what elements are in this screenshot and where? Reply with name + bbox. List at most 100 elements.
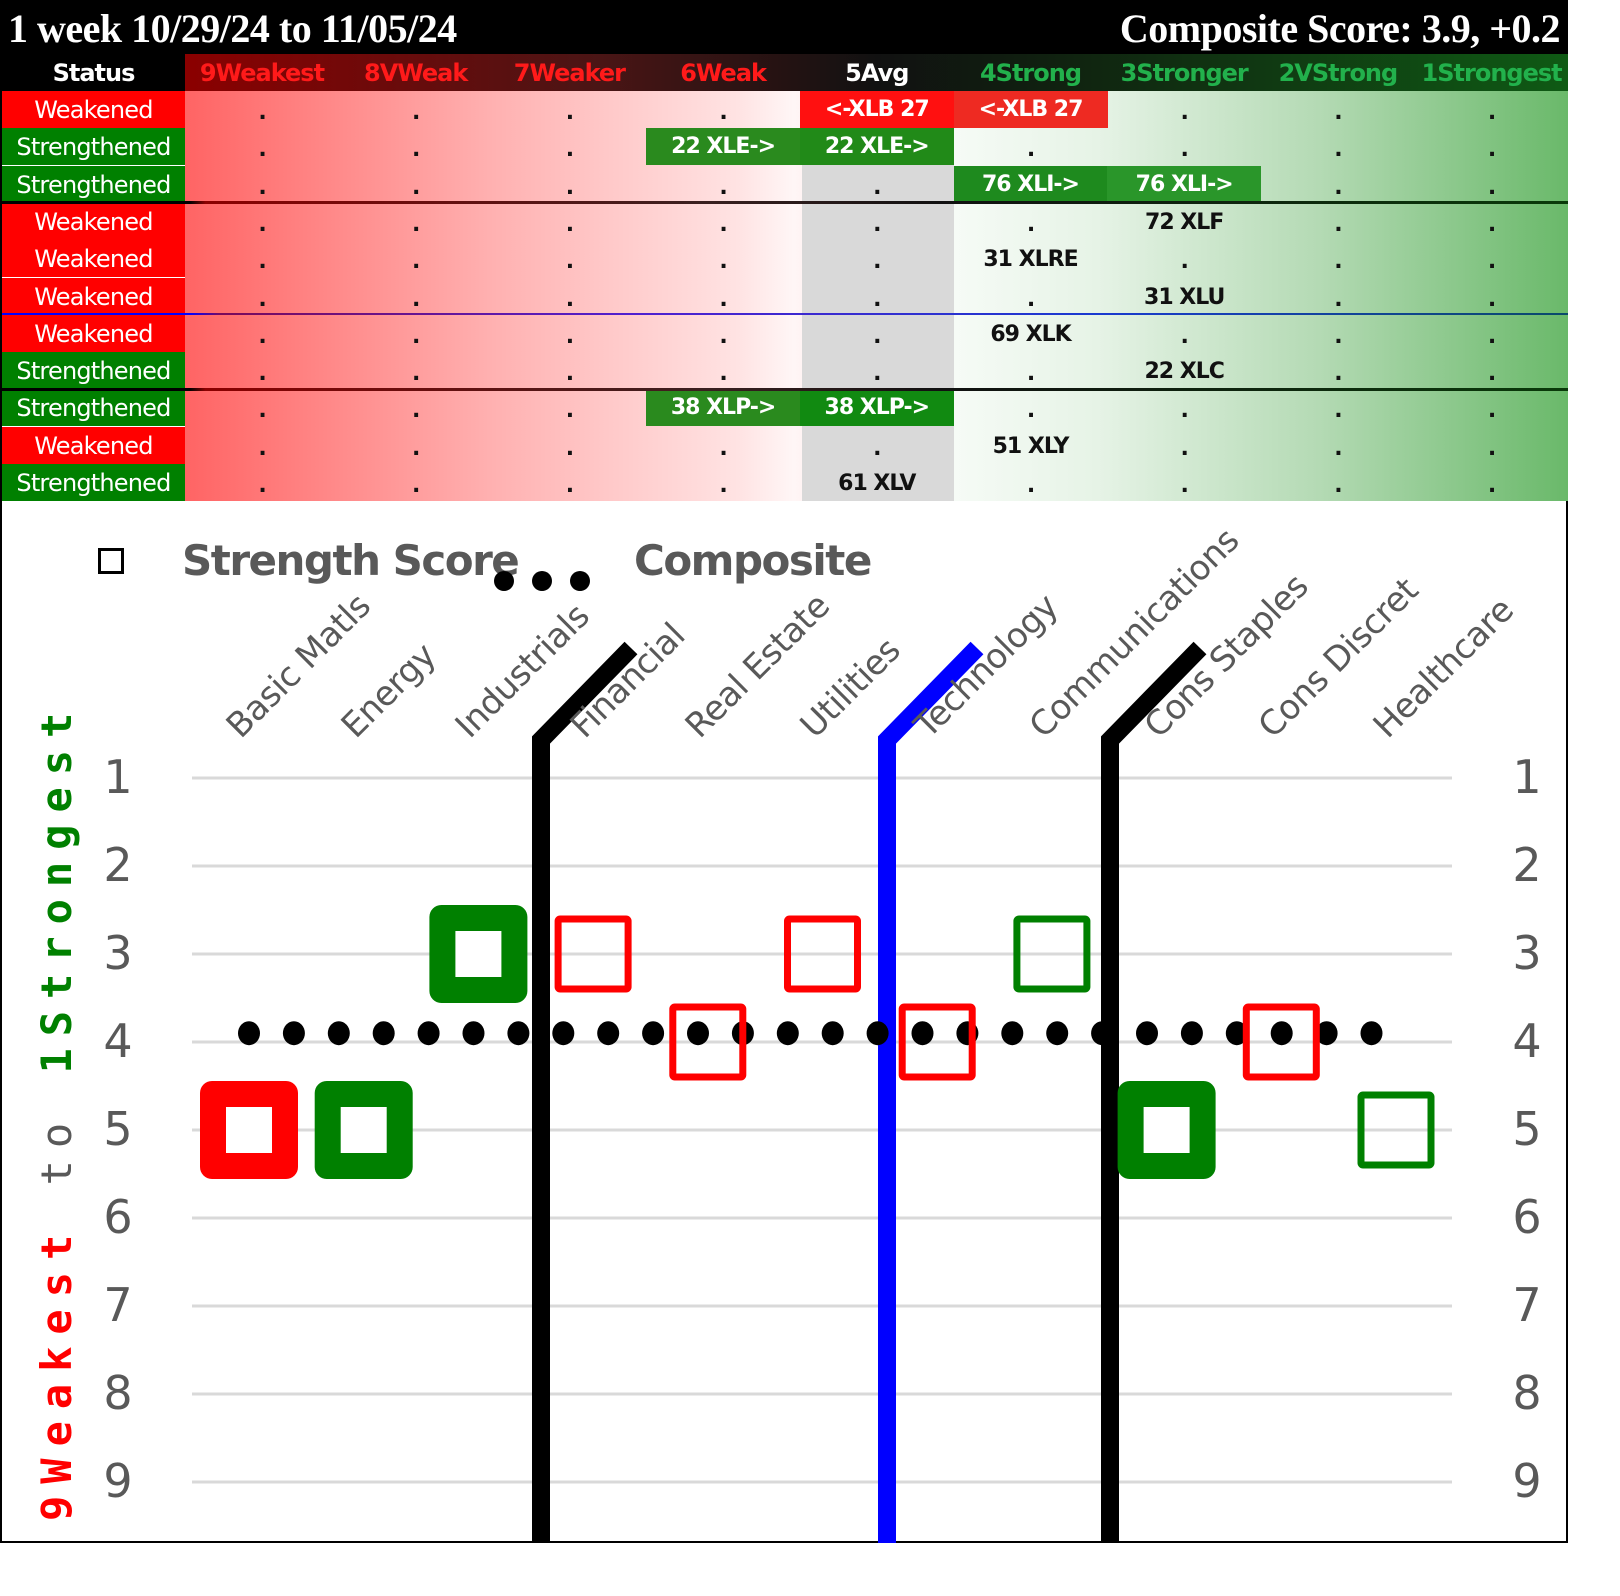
table-cell: . bbox=[1487, 174, 1496, 200]
table-cell: . bbox=[873, 174, 881, 200]
y-tick-right: 2 bbox=[1512, 838, 1542, 892]
table-cell: . bbox=[565, 473, 574, 498]
table-cell: . bbox=[412, 435, 420, 461]
table-cell: . bbox=[719, 473, 727, 498]
table-cell: . bbox=[412, 361, 420, 387]
table-cell: . bbox=[1334, 100, 1342, 125]
composite-dot bbox=[642, 1021, 665, 1046]
table-cell: . bbox=[412, 286, 420, 312]
composite-dot bbox=[372, 1021, 395, 1046]
table-cell: . bbox=[873, 211, 881, 237]
status-header: Status bbox=[52, 59, 136, 87]
table-cell: . bbox=[412, 249, 420, 275]
composite-dot bbox=[417, 1021, 440, 1046]
row-group-separator bbox=[2, 387, 1568, 391]
table-cell: . bbox=[1026, 286, 1035, 312]
status-cell: Strengthened bbox=[2, 352, 185, 390]
plot-area bbox=[192, 641, 1452, 1543]
composite-dot bbox=[282, 1021, 305, 1046]
table-cell: . bbox=[565, 137, 574, 163]
column-header: 1Strongest bbox=[1421, 59, 1563, 87]
table-cell: . bbox=[873, 249, 881, 275]
strength-marker-inner bbox=[455, 931, 502, 977]
sector-strength-report: 1 week 10/29/24 to 11/05/24 Composite Sc… bbox=[0, 0, 1568, 1543]
column-header: 3Stronger bbox=[1120, 59, 1249, 87]
composite-dot bbox=[552, 1021, 575, 1046]
status-cell: Weakened bbox=[2, 426, 185, 464]
table-cell: . bbox=[1180, 323, 1189, 349]
strength-marker-inner bbox=[340, 1107, 387, 1153]
status-cell: Strengthened bbox=[2, 464, 185, 501]
table-body: Weakened.... <-XLB 27 <-XLB 27... Strengthe… bbox=[2, 91, 1568, 501]
table-cell: . bbox=[1487, 137, 1496, 163]
table-cell: . bbox=[412, 100, 420, 125]
table-cell: . bbox=[1334, 249, 1342, 275]
table-cell: . bbox=[1180, 137, 1189, 163]
composite-dot bbox=[1136, 1021, 1158, 1046]
table-cell: . bbox=[719, 361, 727, 387]
table-cell: . bbox=[565, 174, 574, 200]
table-cell: . bbox=[1180, 249, 1189, 275]
strength-marker bbox=[1242, 1003, 1320, 1081]
table-cell: 72 XLF bbox=[1145, 209, 1224, 235]
strength-marker bbox=[1013, 915, 1091, 993]
table-cell: 22 XLC bbox=[1144, 359, 1224, 385]
table-cell: . bbox=[565, 361, 574, 387]
strength-marker bbox=[898, 1003, 976, 1081]
table-cell: . bbox=[1334, 286, 1342, 312]
composite-dot bbox=[1225, 1021, 1248, 1046]
table-cell: . bbox=[1180, 398, 1189, 424]
composite-dot bbox=[821, 1021, 844, 1046]
table-cell: . bbox=[719, 211, 727, 237]
table-cell: . bbox=[1334, 323, 1342, 349]
table-cell: . bbox=[258, 286, 266, 312]
table-cell: . bbox=[1487, 323, 1496, 349]
row-group-separator bbox=[2, 313, 1568, 316]
table-cell: . bbox=[1487, 100, 1496, 125]
table-cell: . bbox=[565, 100, 574, 125]
composite-dot bbox=[1001, 1021, 1024, 1046]
y-tick-right: 5 bbox=[1512, 1102, 1542, 1156]
table-cell: . bbox=[1180, 100, 1189, 125]
table-cell: . bbox=[565, 398, 574, 424]
column-header: 2VStrong bbox=[1278, 59, 1399, 87]
legend-strength-score: Strength Score bbox=[182, 536, 520, 585]
table-cell: . bbox=[873, 361, 881, 387]
y-tick-right: 8 bbox=[1512, 1366, 1542, 1420]
column-header: 5Avg bbox=[845, 59, 909, 87]
table-cell: . bbox=[565, 211, 574, 237]
y-tick-left: 4 bbox=[103, 1014, 133, 1068]
table-cell: . bbox=[719, 249, 727, 275]
table-cell: . bbox=[719, 323, 727, 349]
column-header: 9Weakest bbox=[199, 59, 325, 87]
table-cell: . bbox=[1180, 435, 1189, 461]
table-cell: . bbox=[1334, 435, 1342, 461]
y-tick-left: 7 bbox=[103, 1278, 133, 1332]
table-cell: 76 XLI-> bbox=[953, 165, 1108, 203]
table-cell: . bbox=[258, 473, 266, 498]
composite-dot bbox=[462, 1021, 485, 1046]
strength-marker-inner bbox=[226, 1107, 272, 1153]
strength-chart: Strength Score Composite Basic Matls Ener… bbox=[2, 501, 1568, 1543]
row-group-separator bbox=[2, 201, 1568, 205]
y-tick-right: 7 bbox=[1512, 1278, 1542, 1332]
table-cell: . bbox=[258, 174, 266, 200]
table-cell: . bbox=[719, 174, 727, 200]
composite-dot bbox=[507, 1021, 530, 1046]
table-cell: . bbox=[1026, 361, 1035, 387]
status-cell: Strengthened bbox=[2, 128, 185, 166]
table-cell: . bbox=[873, 435, 881, 461]
table-cell: . bbox=[412, 323, 420, 349]
composite-dot bbox=[1180, 1021, 1203, 1046]
sector-divider-line bbox=[532, 641, 638, 1543]
table-cell: . bbox=[1026, 473, 1035, 498]
table-cell: . bbox=[1487, 249, 1496, 275]
table-header: Status 9Weakest 8VWeak 7Weaker 6Weak 5Avg 4St… bbox=[2, 54, 1568, 91]
table-cell: . bbox=[258, 137, 266, 163]
column-header: 7Weaker bbox=[513, 59, 626, 87]
table-cell: . bbox=[412, 398, 420, 424]
table-cell: . bbox=[258, 100, 266, 125]
table-cell: . bbox=[258, 323, 266, 349]
y-tick-left: 2 bbox=[103, 838, 133, 892]
y-tick-left: 3 bbox=[103, 926, 133, 980]
